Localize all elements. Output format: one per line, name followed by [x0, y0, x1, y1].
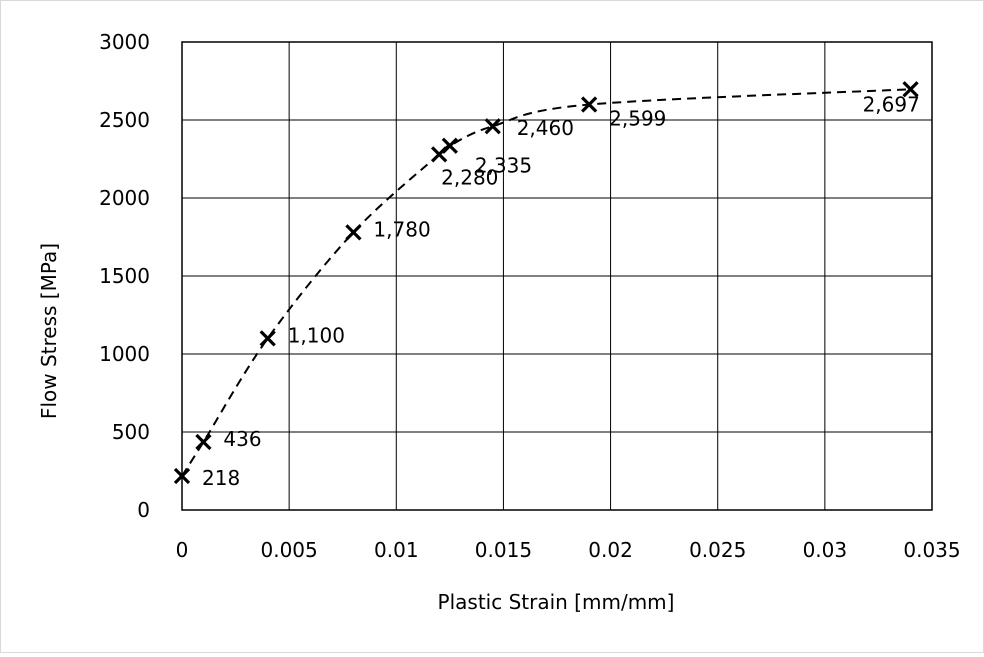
y-tick-label: 2000: [99, 186, 150, 210]
y-tick-label: 2500: [99, 108, 150, 132]
x-tick-label: 0.03: [803, 538, 848, 562]
x-tick-labels: 0 0.005 0.01 0.015 0.02 0.025 0.03 0.035: [176, 538, 961, 562]
marker-stroke: [902, 81, 919, 98]
data-point-marker: [441, 137, 458, 154]
data-label: 1,100: [288, 323, 345, 347]
data-label: 2,280: [441, 165, 498, 189]
y-tick-label: 1000: [99, 342, 150, 366]
data-label: 2,335: [475, 154, 532, 178]
data-point-marker: [902, 81, 919, 98]
data-point-marker: [195, 433, 212, 451]
data-point-marker: [581, 96, 598, 113]
x-tick-label: 0: [176, 538, 189, 562]
y-axis-title: Flow Stress [MPa]: [37, 243, 61, 419]
x-tick-label: 0.005: [261, 538, 318, 562]
marker-stroke: [195, 433, 212, 451]
marker-stroke: [345, 224, 362, 241]
data-label: 2,460: [517, 116, 574, 140]
data-point-marker: [345, 224, 362, 241]
marker-stroke: [484, 118, 501, 135]
data-point-marker: [173, 467, 191, 485]
x-tick-label: 0.02: [588, 538, 633, 562]
data-point-marker: [484, 118, 501, 135]
data-point-marker: [259, 330, 276, 347]
x-tick-label: 0.015: [475, 538, 532, 562]
x-tick-label: 0.025: [689, 538, 746, 562]
data-markers: [173, 81, 919, 485]
marker-stroke: [259, 330, 276, 347]
data-label: 218: [202, 466, 240, 490]
grid-lines: [182, 42, 932, 510]
trendline: [181, 88, 911, 477]
y-tick-label: 3000: [99, 30, 150, 54]
x-tick-label: 0.035: [903, 538, 960, 562]
y-tick-labels: 0 500 1000 1500 2000 2500 3000: [99, 30, 150, 522]
marker-stroke: [581, 96, 598, 113]
y-tick-label: 1500: [99, 264, 150, 288]
data-label: 436: [223, 427, 261, 451]
data-label: 2,599: [609, 107, 666, 131]
y-tick-label: 500: [112, 420, 150, 444]
marker-stroke: [441, 137, 458, 154]
data-label: 1,780: [373, 217, 430, 241]
plot-area-border: [181, 41, 933, 511]
y-tick-label: 0: [137, 498, 150, 522]
x-axis-title: Plastic Strain [mm/mm]: [438, 590, 675, 614]
data-label: 2,697: [863, 92, 920, 116]
x-tick-label: 0.01: [374, 538, 419, 562]
marker-stroke: [173, 467, 191, 485]
